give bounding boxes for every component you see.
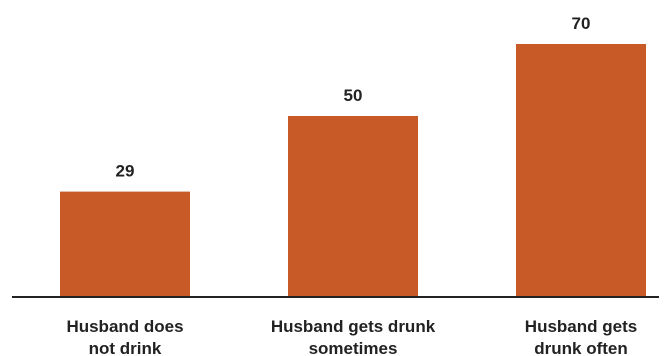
bar-value-label-2: 50 <box>344 86 363 105</box>
bar-3 <box>516 44 646 296</box>
category-label-1: Husband does not drink <box>66 317 183 356</box>
bar-value-label-3: 70 <box>572 14 591 33</box>
category-label-line: Husband does <box>66 317 183 336</box>
category-label-line: not drink <box>89 339 162 356</box>
category-labels-group: Husband does not drink Husband gets drunk s… <box>66 317 637 356</box>
value-labels-group: 29 50 70 <box>116 14 591 181</box>
category-label-2: Husband gets drunk sometimes <box>271 317 436 356</box>
category-label-line: drunk often <box>534 339 628 356</box>
category-label-line: sometimes <box>309 339 398 356</box>
bar-1 <box>60 191 190 296</box>
bar-2 <box>288 116 418 296</box>
bars-group <box>60 44 646 296</box>
category-label-3: Husband gets drunk often <box>525 317 637 356</box>
bar-value-label-1: 29 <box>116 162 135 181</box>
category-label-line: Husband gets drunk <box>271 317 436 336</box>
category-label-line: Husband gets <box>525 317 637 336</box>
